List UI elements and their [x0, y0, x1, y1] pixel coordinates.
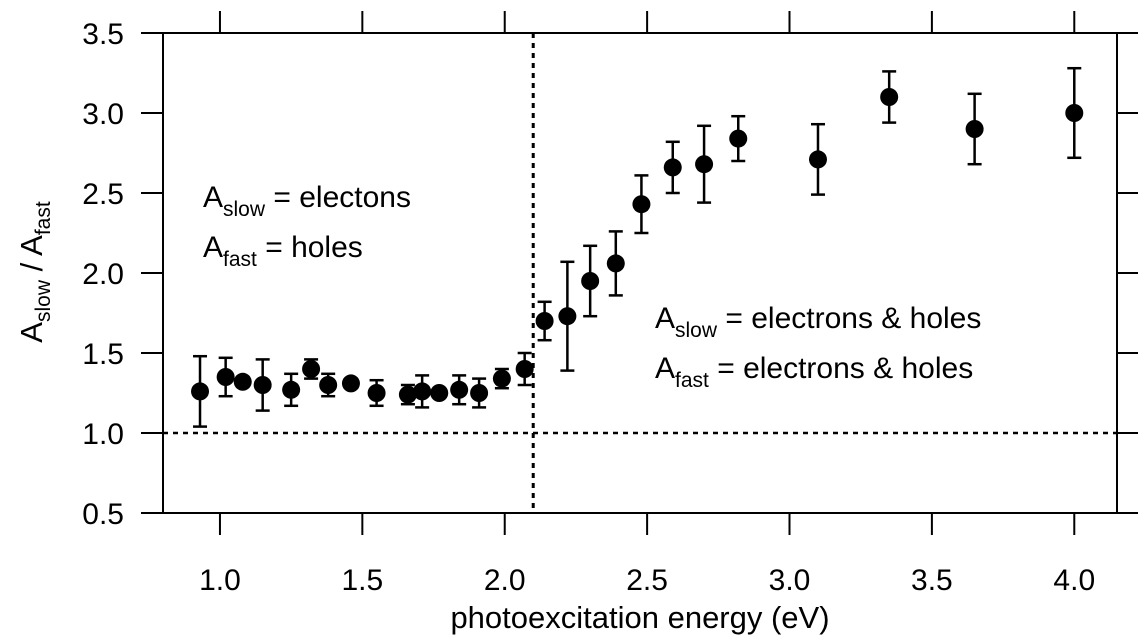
y-axis-title: Aslow / Afast: [14, 201, 55, 343]
annotation-slow-electrons: Aslow = electons: [203, 181, 411, 221]
data-point: [558, 307, 577, 326]
y-tick-label: 1.5: [82, 338, 124, 371]
y-axis-title-sep: / A: [14, 235, 49, 280]
data-point: [880, 88, 899, 106]
data-point: [535, 312, 554, 330]
y-tick-label: 3.0: [82, 98, 124, 131]
y-tick-label: 1.0: [82, 418, 124, 451]
y-axis-title-main: A: [14, 322, 49, 343]
data-point: [492, 369, 511, 388]
data-point: [430, 384, 449, 402]
annotation-fast-holes: Afast = holes: [203, 231, 363, 271]
data-point: [729, 129, 748, 148]
data-point: [581, 272, 600, 290]
data-point: [341, 374, 360, 393]
data-point: [632, 195, 651, 214]
data-point: [808, 150, 827, 169]
data-point: [253, 376, 272, 394]
x-tick-label: 3.0: [769, 564, 811, 597]
data-point: [282, 380, 301, 399]
x-axis-title: photoexcitation energy (eV): [450, 600, 829, 635]
y-axis-title-sub2: fast: [32, 201, 55, 235]
data-point: [398, 385, 417, 404]
data-point: [216, 368, 235, 386]
x-tick-label: 2.0: [484, 564, 526, 597]
data-point: [413, 382, 432, 401]
data-point: [1065, 104, 1084, 122]
data-point: [695, 155, 714, 174]
data-point: [965, 120, 984, 138]
x-tick-label: 4.0: [1053, 564, 1095, 597]
tick-labels: 1.0 1.5 2.0 2.5 3.0 3.5 4.0 0.5 1.0 1.5 2.0 2.5 3.0 3…: [82, 18, 1095, 597]
data-point: [606, 254, 625, 273]
data-point: [191, 382, 210, 401]
data-points: [191, 66, 1084, 428]
x-tick-label: 3.5: [911, 564, 953, 597]
axis-ticks: [141, 11, 1138, 535]
data-point: [515, 360, 534, 378]
x-tick-label: 1.5: [341, 564, 383, 597]
x-tick-label: 1.0: [199, 564, 241, 597]
data-point: [450, 380, 469, 399]
data-point: [233, 372, 252, 391]
data-point: [663, 158, 682, 177]
annotation-slow-both: Aslow = electrons & holes: [655, 302, 981, 342]
data-point: [367, 384, 386, 402]
y-tick-label: 3.5: [82, 18, 124, 51]
data-point: [302, 360, 321, 378]
y-axis-title-sub1: slow: [32, 279, 55, 322]
data-point: [470, 384, 489, 402]
y-tick-label: 0.5: [82, 498, 124, 531]
y-tick-label: 2.0: [82, 258, 124, 291]
annotation-fast-both: Afast = electrons & holes: [655, 352, 973, 392]
y-tick-label: 2.5: [82, 178, 124, 211]
data-point: [319, 376, 338, 394]
reference-lines: [163, 33, 1117, 513]
x-tick-label: 2.5: [626, 564, 668, 597]
